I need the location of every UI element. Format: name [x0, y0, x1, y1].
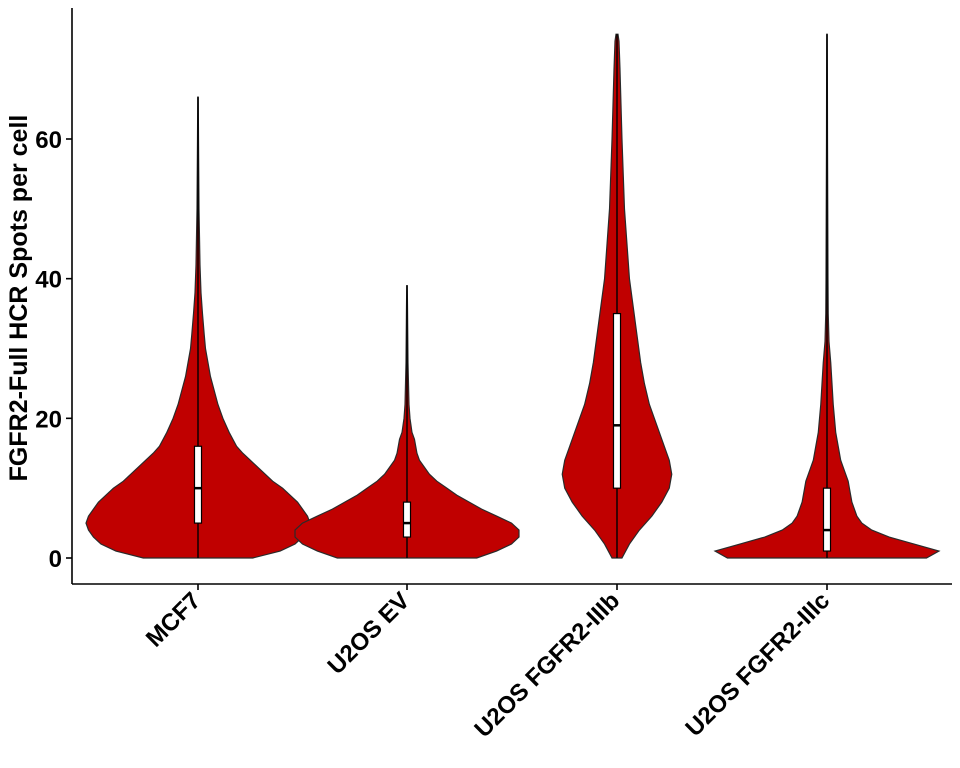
- x-tick-label: MCF7: [141, 587, 206, 652]
- violin-group-u2os-ev: [294, 285, 520, 559]
- box-u2os-ev: [402, 501, 412, 538]
- y-tick-label: 40: [35, 267, 62, 294]
- axes-layer: 0 20 40 60 MCF7 U2OS EV U2OS FGFR2-IIIb U2OS FG…: [35, 8, 952, 743]
- violin-group-mcf7: [85, 96, 311, 559]
- violin-layer: [85, 33, 941, 559]
- x-tick-label: U2OS FGFR2-IIIc: [680, 587, 835, 742]
- violin-group-u2os-fgfr2-iiic: [713, 33, 941, 559]
- y-tick-label: 0: [49, 546, 62, 573]
- violin-group-u2os-fgfr2-iiib: [561, 33, 673, 559]
- y-axis-title: FGFR2-Full HCR Spots per cell: [5, 115, 33, 482]
- y-tick-label: 60: [35, 127, 62, 154]
- box-u2os-fgfr2-iiic: [822, 487, 832, 552]
- x-tick-label: U2OS EV: [323, 587, 416, 680]
- box-u2os-fgfr2-iiib: [612, 312, 622, 489]
- box-mcf7: [193, 445, 203, 524]
- y-tick-label: 20: [35, 406, 62, 433]
- x-tick-label: U2OS FGFR2-IIIb: [469, 587, 625, 743]
